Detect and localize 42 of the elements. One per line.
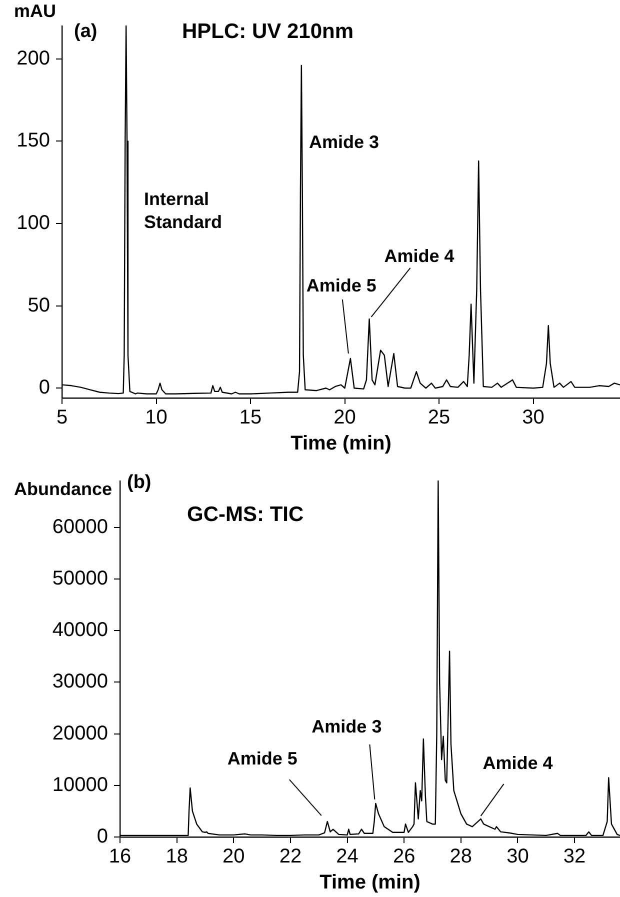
x-tick-label: 30 (506, 846, 529, 868)
x-tick-label: 10 (145, 406, 168, 429)
x-tick-label: 18 (166, 846, 188, 868)
x-tick-label: 5 (56, 406, 68, 429)
annotation: Amide 3 (312, 716, 382, 736)
y-tick-label: 10000 (52, 774, 108, 796)
chart-title: HPLC: UV 210nm (182, 20, 354, 43)
y-tick-label: 100 (16, 212, 50, 234)
y-tick-label: 40000 (52, 619, 108, 642)
annotation: (a) (74, 21, 98, 42)
y-tick-label: 200 (16, 47, 50, 70)
x-tick-label: 20 (222, 846, 245, 868)
x-tick-label: 22 (279, 846, 302, 868)
y-axis-title: mAU (14, 0, 56, 21)
x-tick-label: 30 (522, 406, 544, 429)
y-tick-label: 60000 (52, 516, 108, 538)
x-tick-label: 16 (108, 846, 132, 868)
annotation: (b) (127, 472, 152, 494)
y-axis-title: Abundance (14, 478, 112, 499)
y-tick-label: 20000 (52, 722, 108, 744)
x-tick-label: 28 (450, 846, 472, 868)
y-tick-label: 50000 (52, 568, 108, 590)
x-tick-label: 32 (563, 846, 586, 868)
x-tick-label: 20 (334, 406, 356, 429)
annotation: Amide 5 (227, 748, 298, 768)
y-tick-label: 0 (38, 376, 50, 399)
y-tick-label: 50 (28, 294, 50, 316)
annotation: Amide 4 (482, 752, 553, 773)
x-tick-label: 26 (392, 846, 416, 868)
x-tick-label: 15 (239, 406, 262, 429)
annotation: Amide 3 (309, 132, 380, 152)
x-axis-title: Time (min) (320, 872, 420, 894)
text: GC-MS: TIC (187, 502, 304, 526)
annotation: Amide 4 (384, 246, 454, 266)
annotation: Internal Standard (144, 188, 222, 232)
y-tick-label: 0 (96, 826, 108, 848)
x-tick-label: 24 (336, 846, 358, 868)
y-tick-label: 30000 (52, 670, 108, 693)
annotation: Amide 5 (306, 275, 376, 296)
x-tick-label: 25 (428, 406, 450, 429)
y-tick-label: 150 (16, 130, 50, 152)
x-axis-title: Time (min) (290, 432, 392, 455)
